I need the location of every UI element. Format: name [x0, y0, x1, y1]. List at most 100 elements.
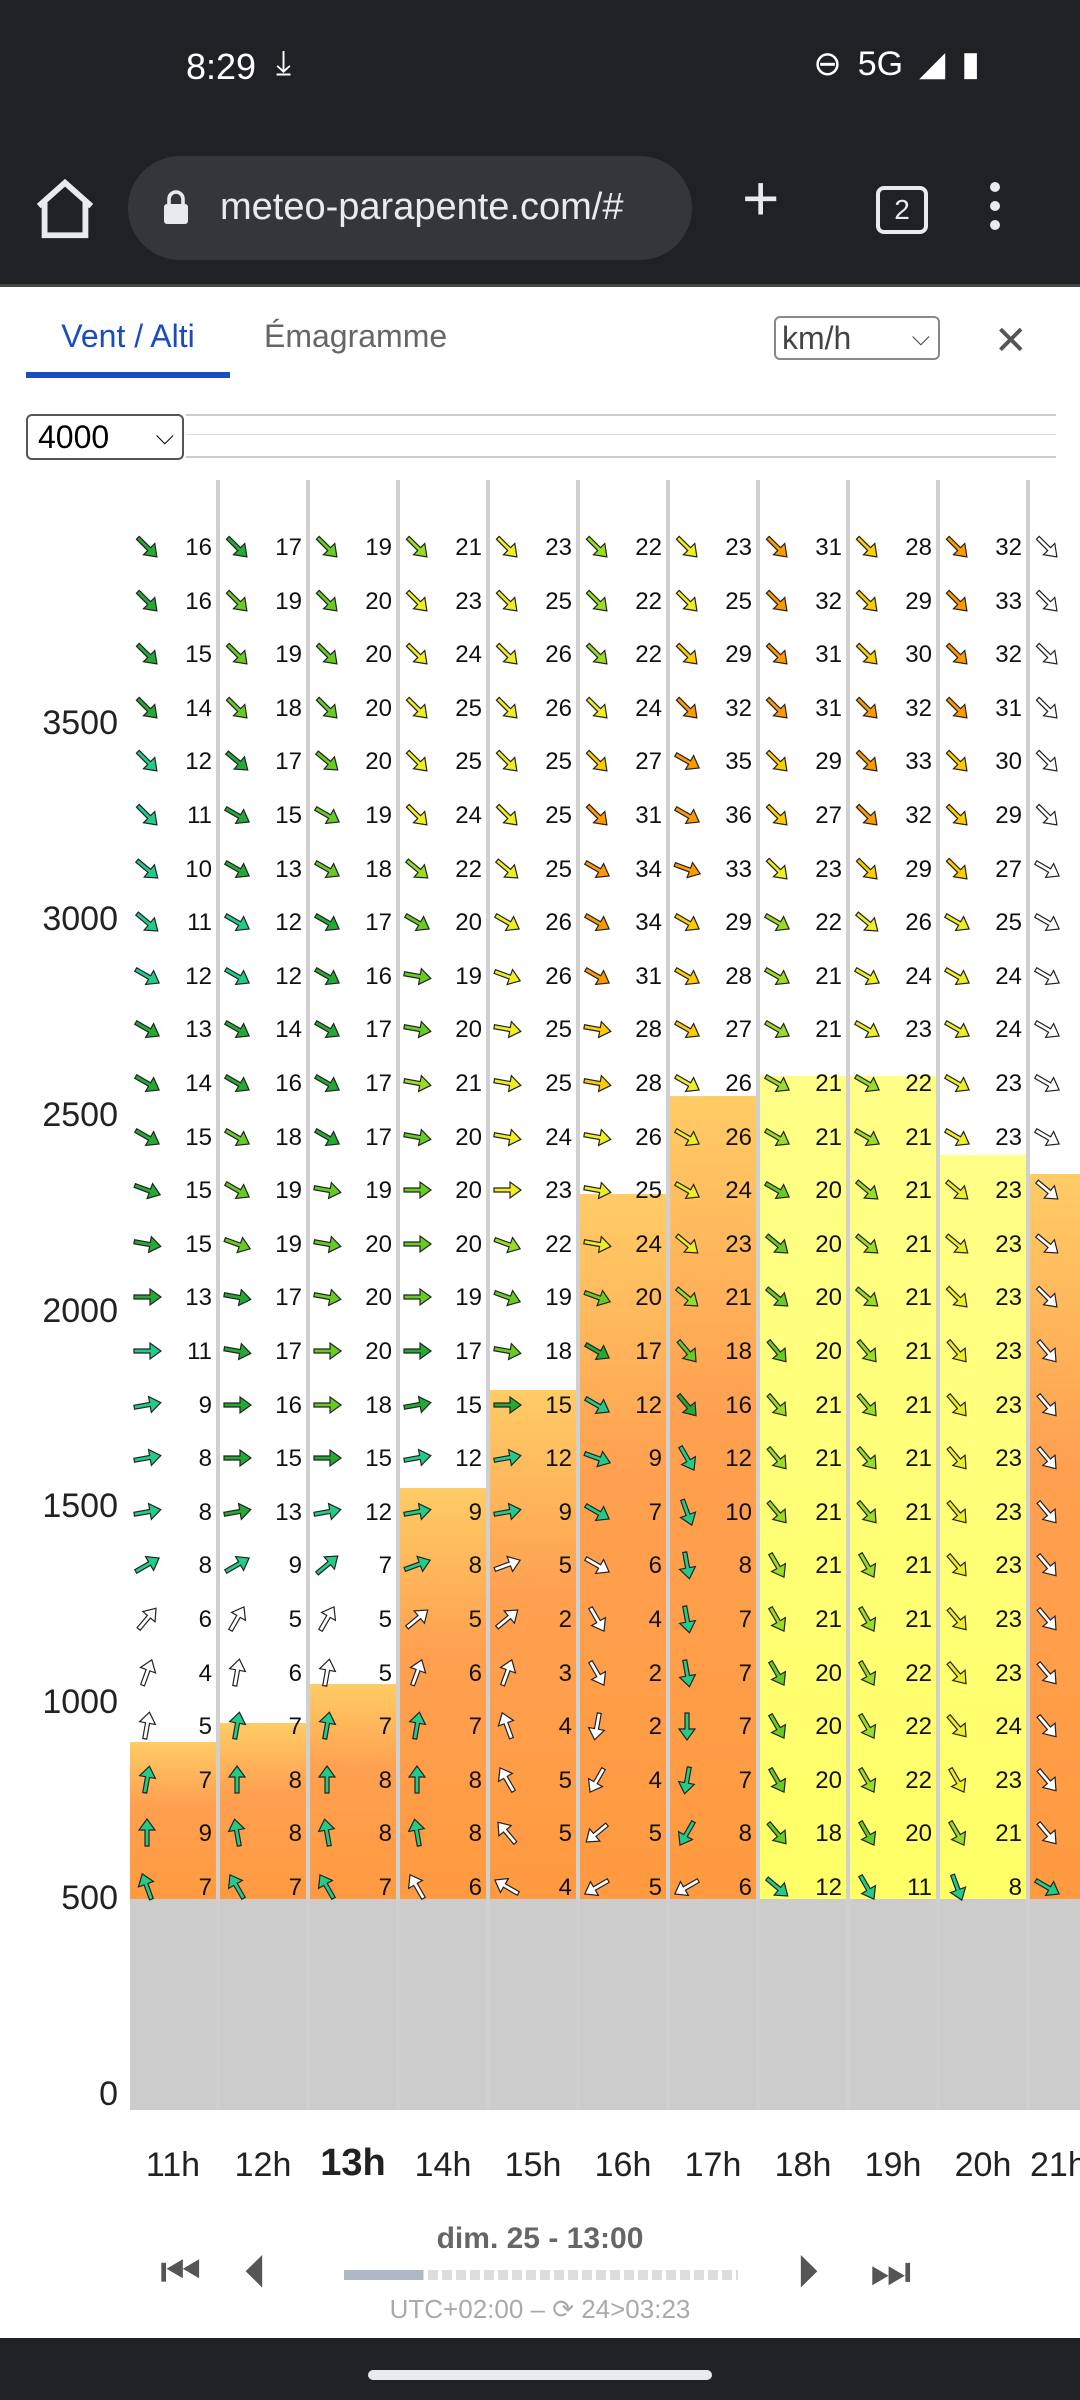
wind-speed-value: 20 [365, 748, 392, 776]
unit-select[interactable]: km/h ⌵ [774, 316, 940, 360]
wind-cell: 22 [580, 530, 666, 566]
wind-speed-value: 32 [995, 641, 1022, 669]
wind-arrow-icon [225, 535, 248, 558]
wind-speed-value: 21 [905, 1338, 932, 1365]
wind-cell: 34 [580, 852, 666, 888]
hour-column[interactable]: 3 3 3 3 3 3 3 2 2 2 2 2 2 2 2 2 2 2 2 2 2 2 2 2 2 9 [1030, 480, 1080, 2110]
address-bar[interactable]: meteo-parapente.com/# [128, 156, 692, 260]
wind-cell: 13 [130, 1280, 216, 1316]
wind-arrow-icon [946, 1499, 967, 1524]
wind-arrow-icon [945, 589, 968, 612]
wind-speed-value: 6 [648, 1552, 662, 1580]
y-tick-label: 2000 [42, 1291, 118, 1330]
new-tab-button[interactable]: + [742, 162, 780, 234]
hour-label[interactable]: 17h [684, 2146, 742, 2184]
tab-vent-alti[interactable]: Vent / Alti [61, 318, 195, 354]
wind-cell: 27 [940, 852, 1026, 888]
wind-cell: 22 [850, 1763, 936, 1799]
previous-step-button[interactable]: ⏴ [244, 2245, 267, 2297]
wind-speed-value: 20 [635, 1284, 662, 1312]
ground-area [220, 1899, 306, 2110]
wind-arrow-icon [583, 1877, 611, 1897]
wind-speed-value: 12 [815, 1874, 842, 1901]
wind-arrow-icon [1033, 913, 1061, 932]
wind-cell: 32 [940, 530, 1026, 566]
home-icon[interactable] [30, 174, 100, 244]
wind-cell: 2 [1030, 1709, 1080, 1745]
wind-speed-value: 23 [995, 1230, 1022, 1258]
wind-cell: 25 [490, 584, 576, 620]
wind-arrow-icon [1035, 1285, 1058, 1309]
wind-arrow-icon [764, 1286, 789, 1308]
hour-column[interactable]: 31 32 31 31 29 27 23 22 21 21 21 21 20 20 20 20 21 21 21 21… [760, 480, 846, 2110]
wind-cell: 29 [670, 637, 756, 673]
wind-arrow-icon [763, 966, 791, 985]
wind-arrow-icon [495, 803, 518, 826]
hour-label[interactable]: 20h [954, 2146, 1012, 2184]
hour-column[interactable]: 16 16 15 14 12 11 10 11 12 13 14 15 15 15 13 11 9 8 8 8 6 4 5 7… [130, 480, 216, 2110]
wind-cell: 7 [670, 1709, 756, 1745]
wind-arrow-icon [137, 1872, 155, 1901]
hour-column[interactable]: 21 23 24 25 25 24 22 20 19 20 21 20 20 20 19 17 15 12 9 8 5 6… [400, 480, 486, 2110]
wind-arrow-icon [943, 1127, 971, 1146]
hour-label[interactable]: 19h [864, 2146, 922, 2184]
hour-label[interactable]: 11h [145, 2146, 201, 2184]
wind-cell: 10 [670, 1495, 756, 1531]
hour-column[interactable]: 32 33 32 31 30 29 27 25 24 24 23 23 23 23 23 23 23 23 23 23… [940, 480, 1026, 2110]
hour-label[interactable]: 21h [1030, 2146, 1080, 2184]
altitude-select[interactable]: 4000 ⌵ [26, 414, 184, 460]
wind-speed-value: 13 [275, 1498, 302, 1526]
wind-speed-value: 15 [185, 1177, 212, 1205]
hour-label[interactable]: 12h [234, 2146, 292, 2184]
hour-label[interactable]: 16h [594, 2146, 652, 2184]
ground-area [850, 1899, 936, 2110]
wind-speed-value: 32 [815, 587, 842, 615]
wind-speed-value: 25 [995, 909, 1022, 937]
hour-label[interactable]: 14h [414, 2146, 472, 2184]
wind-arrow-icon [223, 913, 251, 932]
wind-cell: 18 [760, 1816, 846, 1852]
wind-cell: 32 [670, 691, 756, 727]
wind-speed-value: 30 [995, 748, 1022, 776]
wind-arrow-icon [137, 1818, 157, 1847]
wind-arrow-icon [314, 1555, 339, 1577]
close-icon[interactable]: ✕ [994, 319, 1028, 363]
hour-column[interactable]: 19 20 20 20 20 19 18 17 16 17 17 17 19 20 20 20 18 15 12 7 5… [310, 480, 396, 2110]
hour-label[interactable]: 15h [504, 2146, 562, 2184]
lock-icon [164, 190, 188, 224]
wind-speed-value: 25 [635, 1177, 662, 1205]
wind-speed-value: 15 [185, 1230, 212, 1258]
wind-arrow-icon [945, 857, 968, 880]
wind-arrow-icon [1034, 1179, 1059, 1200]
hour-label[interactable]: 13h [320, 2142, 386, 2184]
tab-switcher-button[interactable]: 2 [876, 186, 928, 234]
wind-cell: 25 [490, 744, 576, 780]
wind-cell: 20 [760, 1173, 846, 1209]
wind-cell: 15 [130, 1120, 216, 1156]
browser-menu-button[interactable] [990, 182, 1000, 239]
wind-arrow-icon [766, 1499, 787, 1524]
first-step-button[interactable]: ⏮ [160, 2245, 202, 2297]
hour-column[interactable]: 17 19 19 18 17 15 13 12 12 14 16 18 19 19 17 17 16 15 13 9 5… [220, 480, 306, 2110]
wind-cell: 7 [130, 1763, 216, 1799]
wind-arrow-icon [405, 696, 428, 719]
column-separator [666, 480, 670, 2110]
wind-cell: 9 [130, 1388, 216, 1424]
signal-icon: ◢ [919, 45, 946, 83]
wind-cell: 9 [130, 1816, 216, 1852]
wind-arrow-icon [944, 1233, 969, 1254]
hour-column[interactable]: 23 25 29 32 35 36 33 29 28 27 26 26 24 23 21 18 16 12 10 8 7… [670, 480, 756, 2110]
hour-column[interactable]: 23 25 26 26 25 25 25 26 26 25 25 24 23 22 19 18 15 12 9 5 2 3… [490, 480, 576, 2110]
wind-speed-value: 35 [725, 748, 752, 776]
hour-column[interactable]: 28 29 30 32 33 32 29 26 24 23 22 21 21 21 21 21 21 21 21 21… [850, 480, 936, 2110]
time-progress-bar[interactable] [344, 2270, 738, 2280]
wind-cell: 13 [220, 1495, 306, 1531]
tab-emagramme[interactable]: Émagramme [264, 318, 448, 354]
hour-column[interactable]: 22 22 22 24 27 31 34 34 31 28 28 26 25 24 20 17 12 9 7 6 4 2 2… [580, 480, 666, 2110]
next-step-button[interactable]: ⏵ [796, 2245, 819, 2297]
y-tick-label: 3500 [42, 703, 118, 742]
wind-arrow-icon [853, 1073, 881, 1093]
hour-label[interactable]: 18h [774, 2146, 832, 2184]
last-step-button[interactable]: ⏭ [870, 2245, 912, 2297]
wind-cell: 24 [490, 1120, 576, 1156]
